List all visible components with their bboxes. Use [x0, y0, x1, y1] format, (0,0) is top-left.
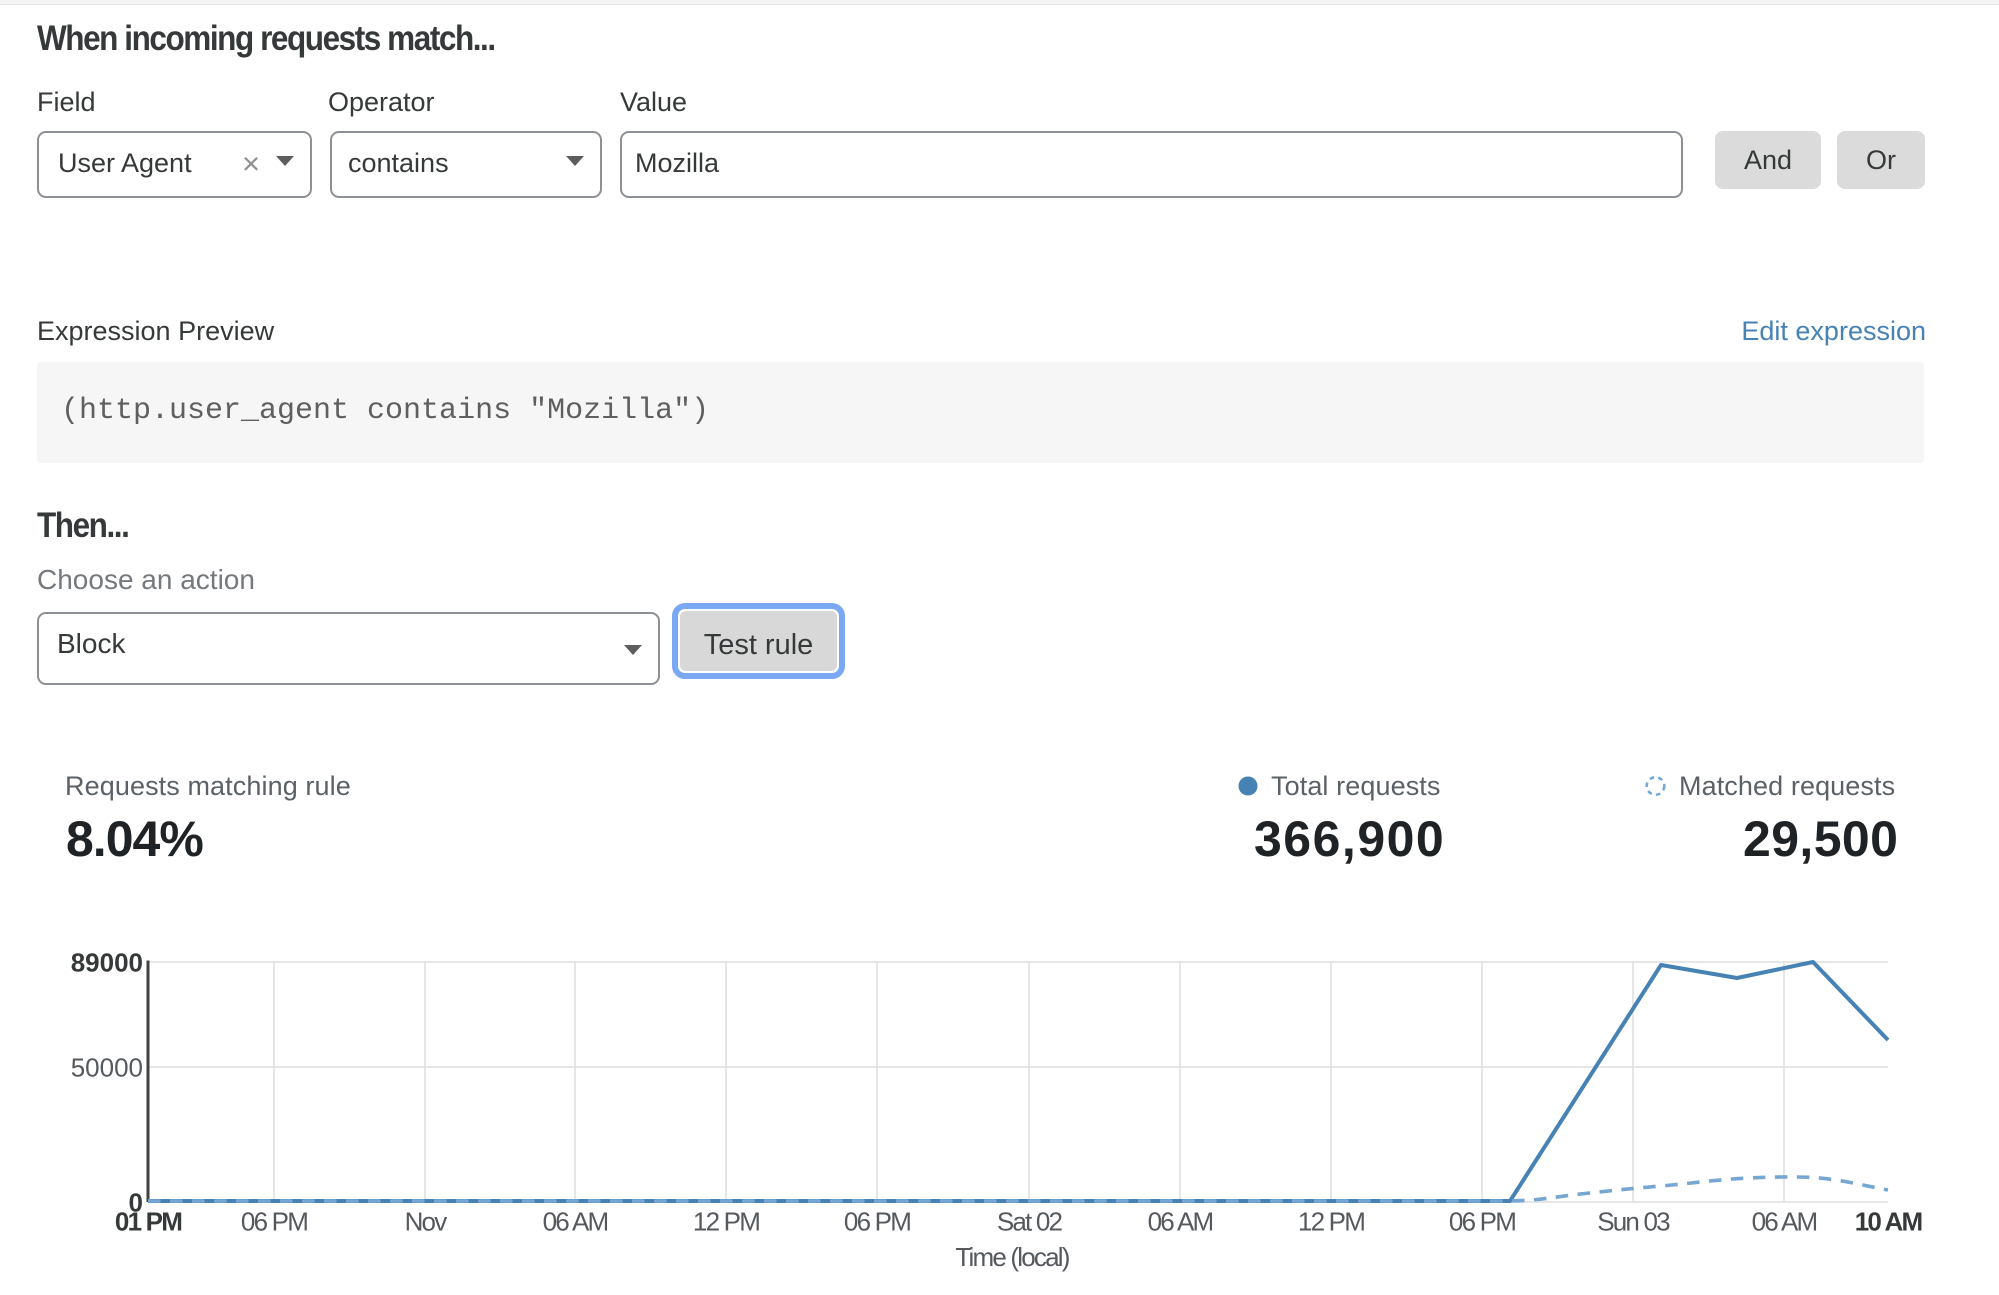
svg-text:Nov: Nov: [405, 1207, 448, 1237]
svg-text:Time (local): Time (local): [955, 1242, 1069, 1272]
svg-text:12 PM: 12 PM: [1298, 1207, 1364, 1237]
svg-text:12 PM: 12 PM: [693, 1207, 759, 1237]
svg-text:01 PM: 01 PM: [115, 1207, 181, 1237]
svg-text:50000: 50000: [71, 1052, 143, 1082]
svg-text:10 AM: 10 AM: [1855, 1207, 1922, 1237]
svg-text:06 AM: 06 AM: [543, 1207, 608, 1237]
svg-text:06 AM: 06 AM: [1752, 1207, 1817, 1237]
svg-text:Sun 03: Sun 03: [1597, 1207, 1670, 1237]
svg-text:06 AM: 06 AM: [1148, 1207, 1213, 1237]
svg-text:06 PM: 06 PM: [241, 1207, 307, 1237]
svg-text:0: 0: [129, 1187, 143, 1217]
svg-text:89000: 89000: [71, 947, 143, 977]
svg-text:Sat 02: Sat 02: [997, 1207, 1063, 1237]
svg-text:06 PM: 06 PM: [1449, 1207, 1515, 1237]
svg-text:06 PM: 06 PM: [844, 1207, 910, 1237]
